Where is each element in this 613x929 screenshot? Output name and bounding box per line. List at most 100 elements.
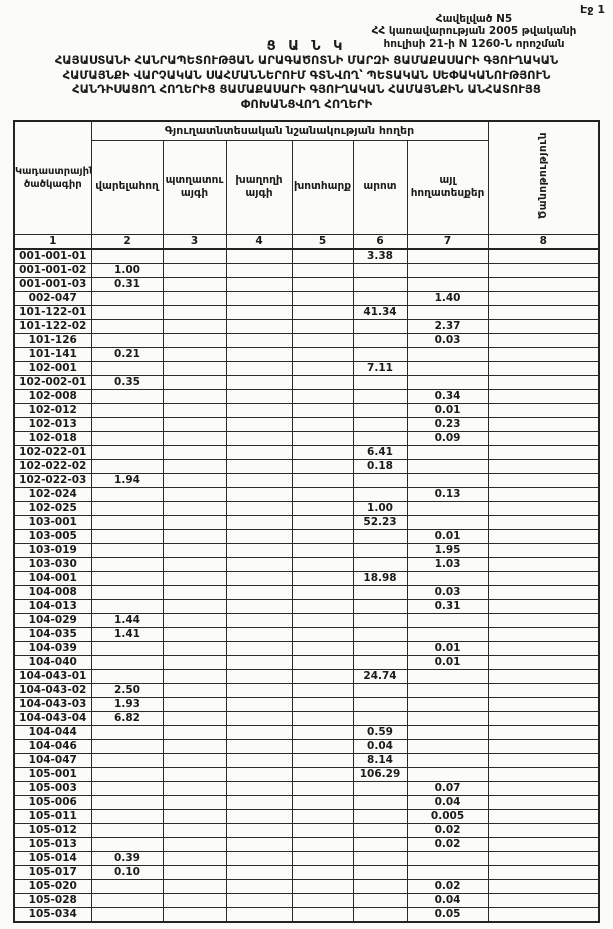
cadastral-code-cell: 102-008	[13, 389, 92, 404]
value-cell	[162, 375, 227, 390]
value-cell	[225, 305, 293, 320]
column-number-row: 1 2 3 4 5 6 7 8	[13, 233, 600, 250]
value-cell	[352, 655, 408, 670]
table-row: 102-001 7.11	[13, 361, 600, 376]
value-cell	[352, 403, 408, 418]
header-note: Ծանոթություն	[487, 120, 600, 235]
value-cell	[225, 319, 293, 334]
value-cell	[291, 781, 354, 796]
table-row: 104-043-02 2.50	[13, 683, 600, 698]
value-cell: 0.04	[406, 893, 489, 908]
value-cell	[162, 305, 227, 320]
value-cell: 0.10	[90, 865, 164, 880]
cadastral-code-cell: 102-001	[13, 361, 92, 376]
value-cell	[162, 277, 227, 292]
value-cell	[225, 501, 293, 516]
value-cell	[225, 879, 293, 894]
value-cell	[352, 529, 408, 544]
value-cell	[225, 725, 293, 740]
column-number-cell: 7	[406, 233, 489, 250]
value-cell	[162, 529, 227, 544]
value-cell	[291, 823, 354, 838]
cadastral-code-cell: 101-141	[13, 347, 92, 362]
value-cell	[225, 571, 293, 586]
value-cell	[352, 375, 408, 390]
value-cell	[487, 417, 600, 432]
value-cell	[487, 627, 600, 642]
value-cell	[162, 571, 227, 586]
value-cell	[225, 487, 293, 502]
value-cell	[487, 557, 600, 572]
value-cell	[406, 571, 489, 586]
value-cell	[225, 683, 293, 698]
value-cell	[406, 725, 489, 740]
value-cell: 0.07	[406, 781, 489, 796]
value-cell	[487, 795, 600, 810]
value-cell	[406, 361, 489, 376]
value-cell	[291, 277, 354, 292]
value-cell	[487, 305, 600, 320]
table-row: 104-043-01 24.74	[13, 669, 600, 684]
value-cell	[291, 893, 354, 908]
value-cell	[487, 277, 600, 292]
cadastral-code-cell: 105-028	[13, 893, 92, 908]
value-cell	[90, 445, 164, 460]
value-cell: 0.39	[90, 851, 164, 866]
value-cell	[90, 487, 164, 502]
value-cell	[90, 291, 164, 306]
value-cell	[352, 851, 408, 866]
value-cell	[90, 557, 164, 572]
value-cell	[162, 557, 227, 572]
value-cell	[90, 571, 164, 586]
table-row: 105-012 0.02	[13, 823, 600, 838]
value-cell	[225, 431, 293, 446]
value-cell	[352, 333, 408, 348]
value-cell	[291, 739, 354, 754]
table-row: 105-001 106.29	[13, 767, 600, 782]
value-cell	[225, 389, 293, 404]
value-cell	[162, 389, 227, 404]
value-cell	[90, 781, 164, 796]
value-cell	[291, 753, 354, 768]
value-cell	[291, 809, 354, 824]
value-cell	[225, 277, 293, 292]
value-cell	[162, 431, 227, 446]
value-cell	[225, 907, 293, 923]
value-cell	[352, 879, 408, 894]
value-cell	[291, 711, 354, 726]
cadastral-code-cell: 104-040	[13, 655, 92, 670]
value-cell: 6.82	[90, 711, 164, 726]
table-row: 104-008 0.03	[13, 585, 600, 600]
value-cell	[225, 291, 293, 306]
value-cell	[352, 585, 408, 600]
value-cell	[352, 627, 408, 642]
value-cell: 18.98	[352, 571, 408, 586]
cadastral-code-cell: 102-002-01	[13, 375, 92, 390]
column-number-cell: 1	[13, 233, 92, 250]
value-cell	[291, 501, 354, 516]
value-cell	[90, 655, 164, 670]
table-row: 105-011 0.005	[13, 809, 600, 824]
value-cell	[487, 473, 600, 488]
value-cell: 0.59	[352, 725, 408, 740]
value-cell	[352, 291, 408, 306]
value-cell	[406, 263, 489, 278]
cadastral-code-cell: 101-122-01	[13, 305, 92, 320]
table-row: 105-034 0.05	[13, 907, 600, 923]
value-cell	[225, 585, 293, 600]
value-cell	[225, 627, 293, 642]
cadastral-code-cell: 103-005	[13, 529, 92, 544]
cadastral-code-cell: 104-047	[13, 753, 92, 768]
header-agricultural-lands-group: Գյուղատնտեսական նշանակության հողեր	[90, 120, 489, 141]
cadastral-code-cell: 002-047	[13, 291, 92, 306]
value-cell	[225, 809, 293, 824]
table-row: 103-019 1.95	[13, 543, 600, 558]
cadastral-code-cell: 102-012	[13, 403, 92, 418]
value-cell	[90, 767, 164, 782]
value-cell: 8.14	[352, 753, 408, 768]
value-cell	[291, 641, 354, 656]
value-cell	[225, 248, 293, 264]
value-cell	[487, 781, 600, 796]
value-cell	[225, 669, 293, 684]
value-cell: 3.38	[352, 248, 408, 264]
